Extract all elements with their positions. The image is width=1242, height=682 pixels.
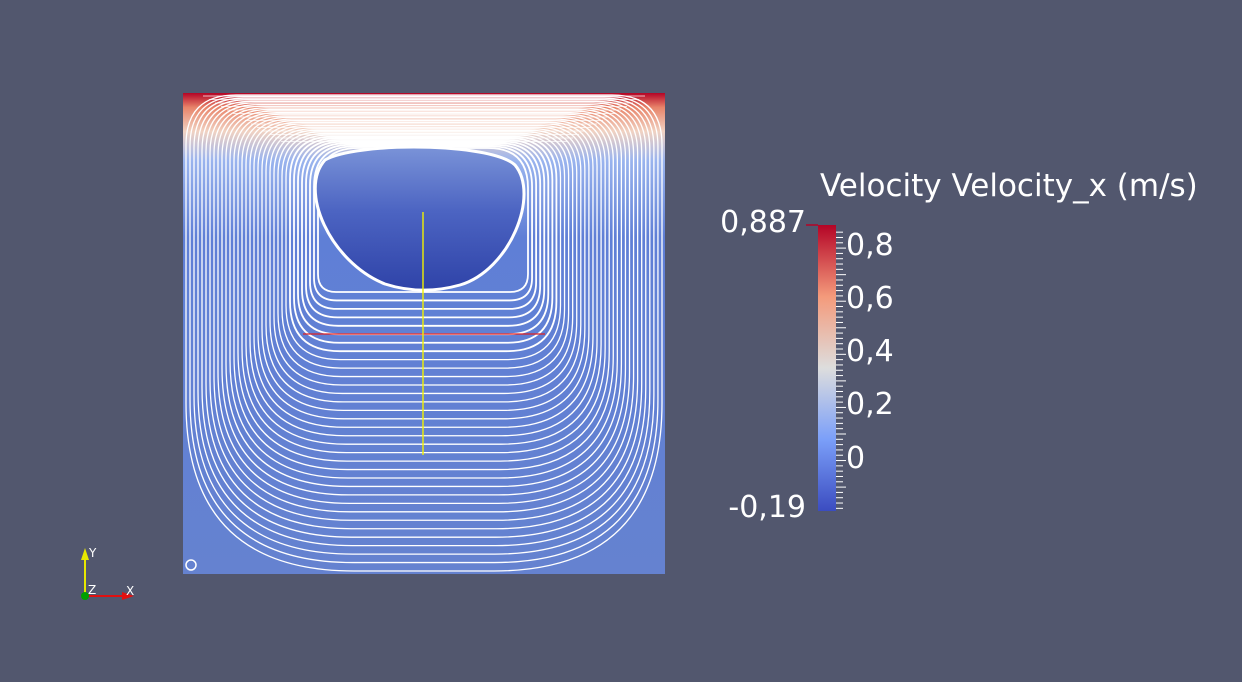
streamline	[257, 123, 590, 420]
colorbar-minor-ticks	[836, 231, 846, 509]
streamlines	[185, 94, 663, 572]
streamline	[293, 137, 554, 344]
streamline	[313, 145, 533, 302]
streamline	[305, 142, 542, 319]
streamline	[265, 126, 582, 403]
streamline	[209, 103, 639, 521]
streamline	[193, 97, 655, 555]
colorbar-tick-label: 0,8	[846, 228, 894, 264]
streamline	[269, 128, 578, 395]
streamline	[185, 94, 663, 572]
streamline	[229, 112, 618, 479]
z-axis-dot	[81, 592, 89, 600]
x-axis-arrow	[122, 592, 134, 600]
colorbar-range-max: 0,887	[720, 205, 806, 240]
x-axis-label: X	[126, 584, 134, 598]
streamline	[285, 134, 562, 361]
colorbar-tick-label: 0,4	[846, 334, 894, 370]
colorbar-range-min: -0,19	[728, 490, 806, 525]
streamline	[289, 135, 558, 353]
streamline	[281, 132, 566, 369]
streamline	[249, 120, 598, 437]
streamline	[213, 105, 635, 513]
streamline	[301, 140, 546, 327]
colorbar-tick-label: 0,6	[846, 281, 894, 317]
streamline	[241, 116, 606, 454]
colorbar-gradient	[818, 225, 836, 511]
colorbar-tick-label: 0,2	[846, 387, 894, 423]
orientation-axes: Y Z X	[81, 546, 134, 600]
streamline	[201, 100, 647, 538]
streamline	[233, 113, 614, 471]
streamline	[221, 108, 627, 496]
streamline	[197, 99, 651, 547]
streamline	[245, 118, 602, 445]
streamline	[253, 121, 594, 428]
streamline	[273, 129, 574, 386]
corner-eddy-marker	[185, 559, 197, 571]
streamline	[217, 107, 631, 505]
streamline	[237, 115, 610, 462]
y-axis-arrow	[81, 548, 89, 560]
vortex-core-region	[313, 145, 526, 292]
colorbar-tick-label: 0	[846, 440, 866, 476]
flow-field[interactable]	[183, 93, 665, 574]
streamline	[225, 110, 623, 488]
streamline	[205, 102, 643, 530]
streamline	[309, 143, 538, 310]
y-axis-label: Y	[88, 546, 97, 560]
streamline	[189, 95, 659, 564]
streamline	[261, 124, 586, 412]
z-axis-label: Z	[88, 583, 96, 597]
colorbar-title: Velocity Velocity_x (m/s)	[820, 168, 1198, 204]
colorbar	[806, 224, 846, 511]
streamline	[277, 131, 570, 378]
